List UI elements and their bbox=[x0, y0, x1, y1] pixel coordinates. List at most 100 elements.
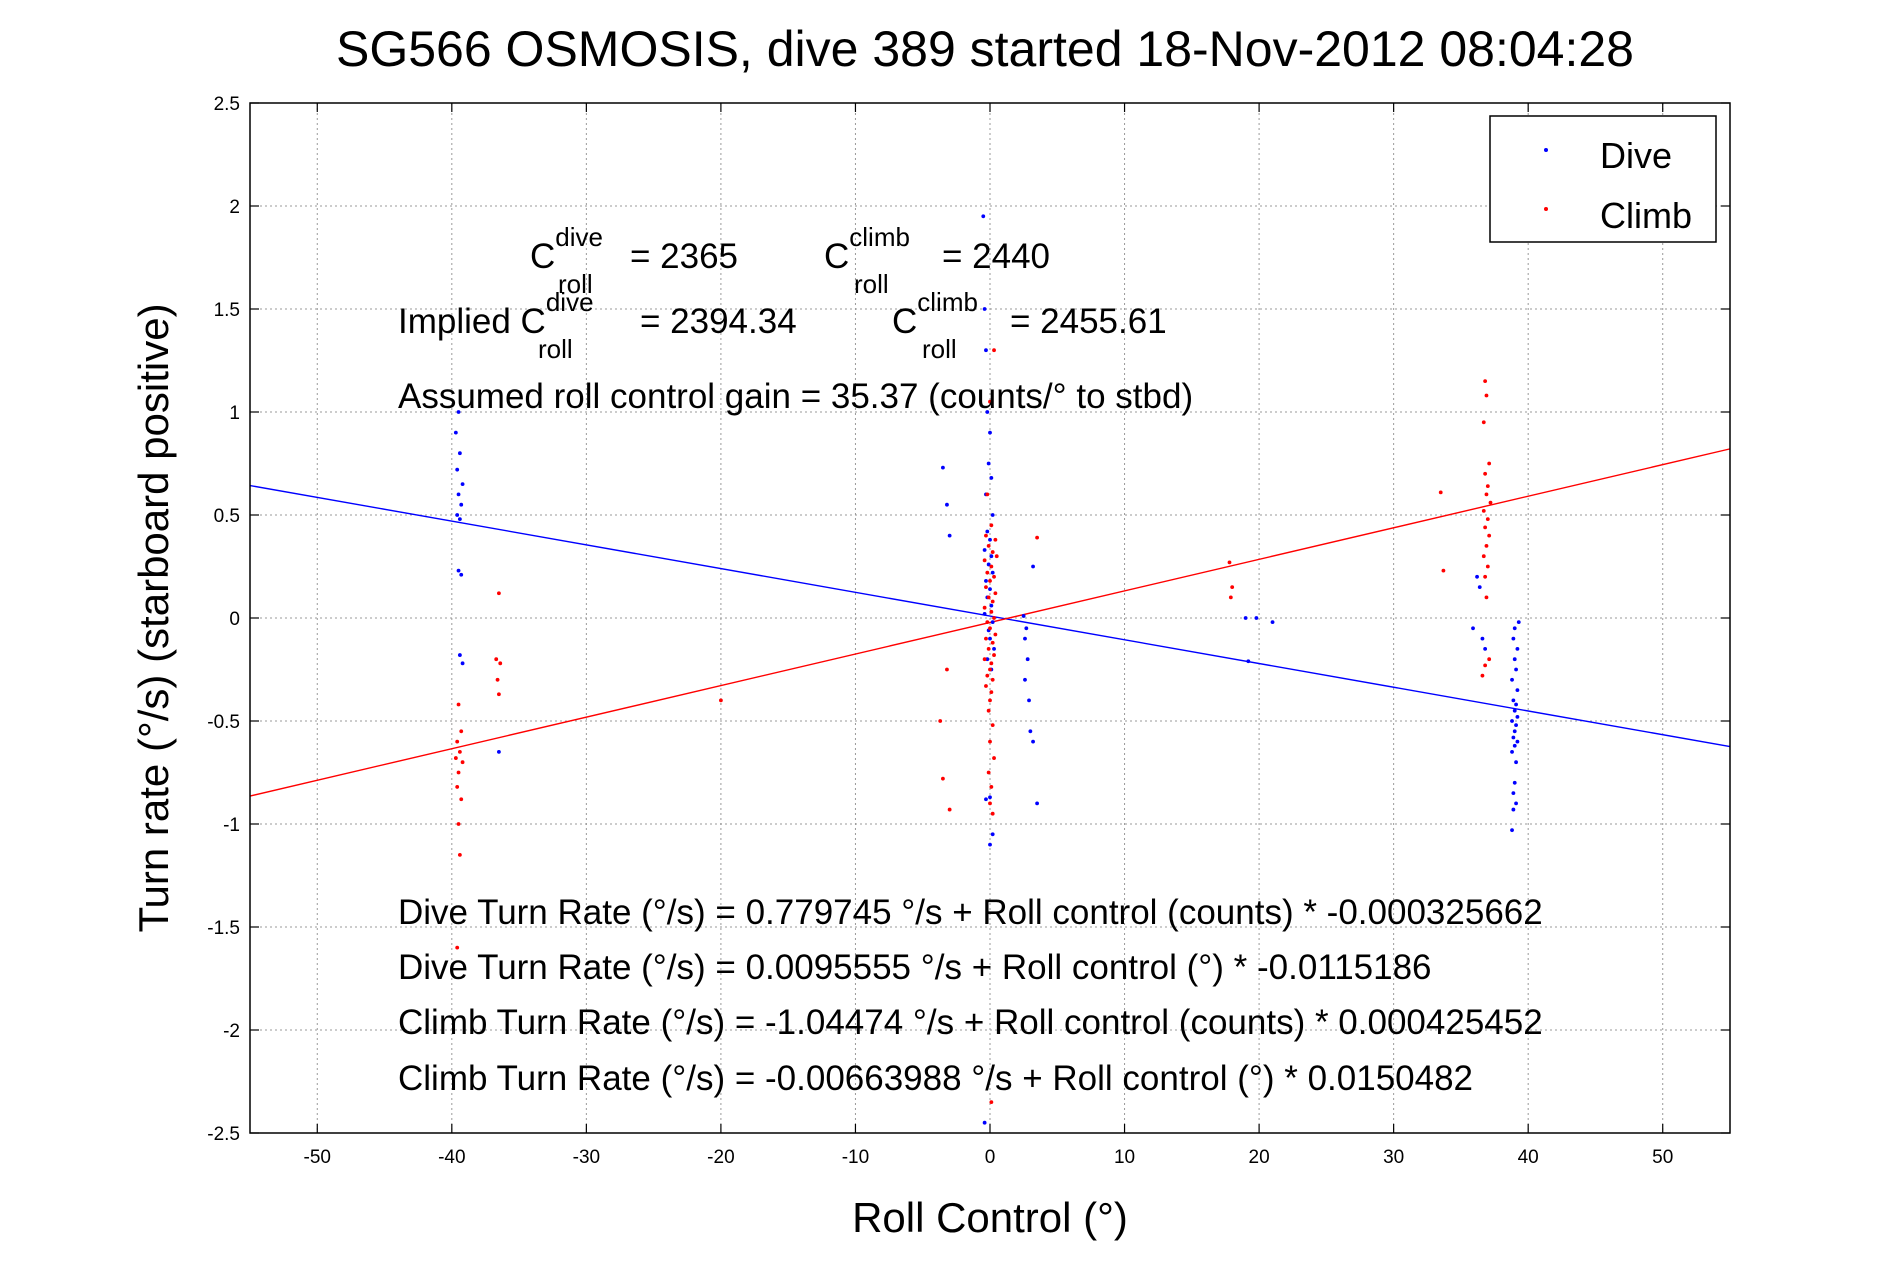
dive-data-point bbox=[982, 1120, 987, 1125]
climb-data-point bbox=[1481, 554, 1486, 559]
implied-climb-sub: roll bbox=[922, 334, 957, 364]
climb-data-point bbox=[459, 729, 464, 734]
climb-data-point bbox=[992, 616, 996, 620]
x-tick-label: 50 bbox=[1652, 1147, 1673, 1168]
x-tick-label: -10 bbox=[842, 1147, 869, 1168]
dive-data-point bbox=[1512, 708, 1517, 713]
x-tick-label: 30 bbox=[1383, 1147, 1404, 1168]
climb-data-point bbox=[992, 348, 996, 353]
climb-data-point bbox=[1485, 517, 1490, 522]
dive-fit-line bbox=[249, 484, 1731, 748]
climb-data-point bbox=[1230, 585, 1235, 589]
climb-data-point bbox=[456, 822, 461, 826]
x-tick-label: 0 bbox=[985, 1147, 996, 1168]
climb-data-point bbox=[988, 399, 992, 404]
climb-data-point bbox=[1441, 568, 1446, 573]
climb-data-point bbox=[498, 661, 503, 666]
y-tick-label: 1 bbox=[229, 403, 240, 424]
c-roll-climb-annotation: Cclimb roll = 2440 bbox=[824, 222, 1050, 299]
y-tick-label: 1.5 bbox=[214, 300, 240, 321]
climb-data-point bbox=[1484, 595, 1489, 600]
equation-climb-counts: Climb Turn Rate (°/s) = -1.04474 °/s + R… bbox=[398, 1003, 1543, 1042]
dive-data-point bbox=[1511, 636, 1516, 641]
climb-data-point bbox=[985, 570, 990, 575]
implied-dive-sub: roll bbox=[538, 334, 573, 364]
climb-data-point bbox=[453, 756, 458, 760]
x-tick-label: 40 bbox=[1518, 1147, 1539, 1168]
dive-data-point bbox=[989, 476, 994, 480]
dive-data-point bbox=[455, 467, 460, 472]
dive-data-point bbox=[1512, 780, 1517, 785]
equation-climb-degrees: Climb Turn Rate (°/s) = -0.00663988 °/s … bbox=[398, 1059, 1473, 1098]
x-tick-label: -30 bbox=[573, 1147, 600, 1168]
climb-data-point bbox=[455, 739, 460, 744]
climb-data-point bbox=[1481, 420, 1486, 425]
dive-data-point bbox=[1025, 657, 1030, 662]
climb-data-point bbox=[986, 770, 991, 775]
dive-data-point bbox=[1512, 626, 1517, 631]
dive-data-point bbox=[982, 548, 987, 552]
implied-prefix: Implied C bbox=[398, 302, 546, 341]
dive-data-point bbox=[985, 529, 990, 534]
dive-data-point bbox=[947, 533, 952, 538]
dive-data-point bbox=[989, 554, 994, 559]
legend-dive-label: Dive bbox=[1600, 135, 1672, 176]
climb-data-point bbox=[984, 636, 988, 641]
dive-data-point bbox=[982, 611, 987, 616]
climb-data-point bbox=[993, 537, 998, 542]
climb-data-point bbox=[1228, 595, 1233, 600]
climb-data-point bbox=[986, 595, 991, 600]
dive-data-point bbox=[1514, 702, 1518, 707]
climb-data-point bbox=[990, 550, 995, 554]
dive-data-point bbox=[1516, 620, 1521, 625]
climb-data-point bbox=[941, 776, 945, 781]
climb-data-point bbox=[985, 620, 990, 625]
climb-data-point bbox=[988, 801, 992, 806]
climb-fit-line bbox=[249, 448, 1731, 797]
climb-data-point bbox=[1488, 500, 1493, 505]
dive-data-point bbox=[1510, 719, 1514, 723]
dive-data-point bbox=[1512, 729, 1517, 734]
climb-data-point bbox=[1487, 461, 1492, 466]
climb-data-point bbox=[1487, 533, 1492, 538]
dive-data-point bbox=[1246, 659, 1251, 664]
dive-data-point bbox=[1024, 626, 1029, 631]
x-tick-label: -40 bbox=[438, 1147, 465, 1168]
dive-data-point bbox=[986, 562, 991, 567]
climb-data-point bbox=[988, 667, 992, 672]
dive-data-point bbox=[456, 410, 461, 414]
dive-data-point bbox=[1512, 743, 1517, 748]
climb-data-point bbox=[988, 698, 992, 703]
climb-data-point bbox=[984, 684, 988, 688]
plot-area: -50 -40 -30 -20 -10 0 10 20 30 40 50 2.5 2 1.5 1 0.5 0 -0… bbox=[207, 94, 1731, 1168]
dive-data-point bbox=[988, 636, 992, 641]
equation-dive-counts: Dive Turn Rate (°/s) = 0.779745 °/s + Ro… bbox=[398, 893, 1543, 932]
dive-data-point bbox=[453, 430, 458, 435]
climb-data-point bbox=[993, 632, 998, 637]
equation-dive-degrees: Dive Turn Rate (°/s) = 0.0095555 °/s + R… bbox=[398, 948, 1432, 987]
dive-data-point bbox=[455, 513, 460, 517]
dive-data-point bbox=[988, 842, 992, 847]
dive-data-point bbox=[1023, 636, 1027, 641]
dive-data-point bbox=[460, 482, 465, 486]
climb-data-point bbox=[1483, 379, 1488, 383]
c-climb-prefix: C bbox=[824, 237, 849, 276]
climb-data-point bbox=[495, 677, 500, 682]
dive-data-point bbox=[985, 410, 990, 414]
climb-data-point bbox=[1484, 492, 1489, 497]
implied-climb-value: = 2455.61 bbox=[1010, 302, 1167, 341]
dive-data-point bbox=[1512, 657, 1517, 662]
implied-climb-annotation: Cclimb roll = 2455.61 bbox=[892, 287, 1167, 364]
climb-data-point bbox=[992, 756, 996, 760]
dive-data-point bbox=[1027, 698, 1031, 703]
climb-data-point bbox=[1483, 574, 1488, 579]
dive-data-point bbox=[1270, 620, 1275, 625]
dive-data-point bbox=[990, 832, 995, 837]
y-tick-label: -1.5 bbox=[207, 918, 240, 939]
dive-data-point bbox=[1021, 614, 1026, 618]
dive-data-point bbox=[984, 348, 988, 353]
climb-data-point bbox=[1481, 508, 1486, 513]
x-axis-label: Roll Control (°) bbox=[852, 1194, 1128, 1241]
climb-data-point bbox=[990, 723, 995, 728]
